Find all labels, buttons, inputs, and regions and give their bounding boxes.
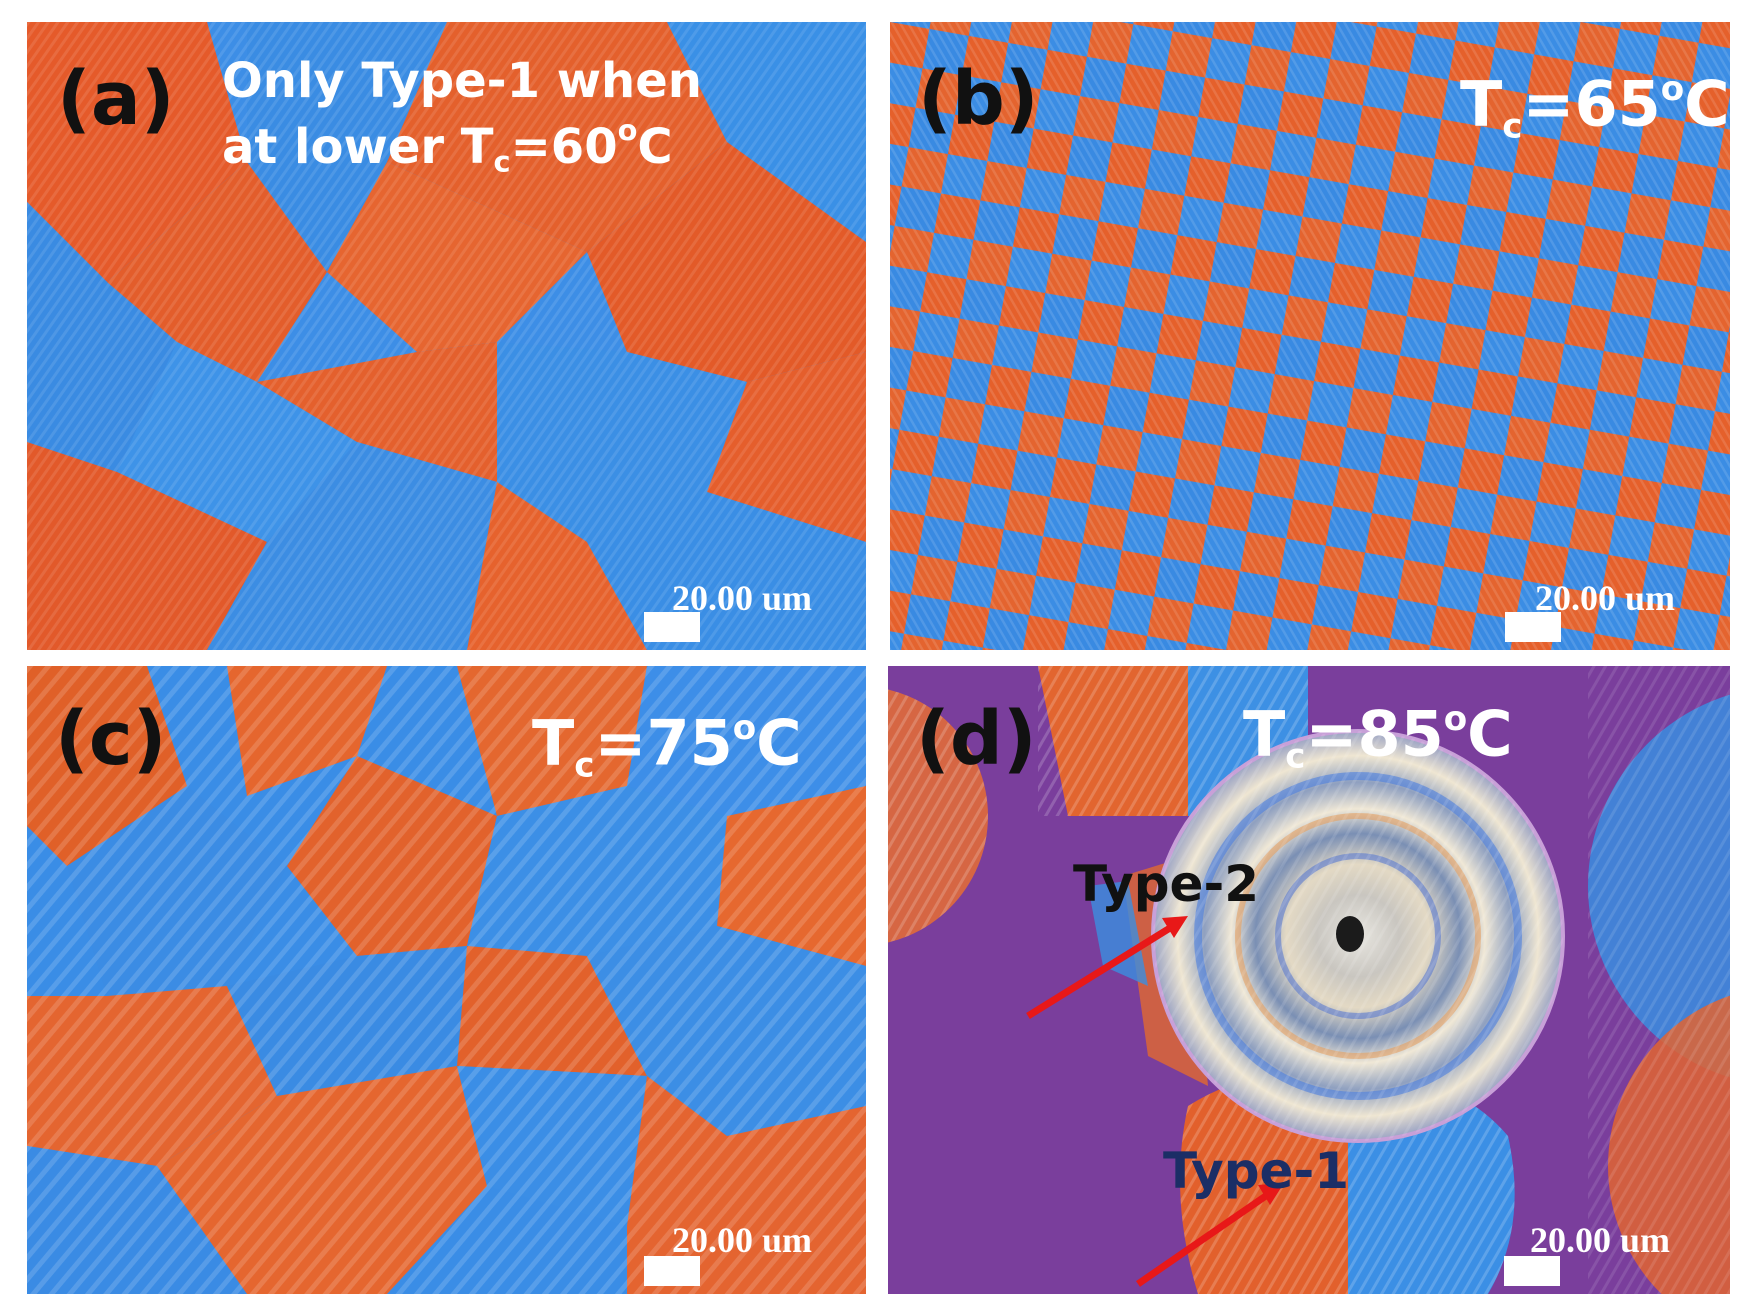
micrograph-a (27, 22, 866, 650)
micrograph-b (890, 22, 1730, 650)
temp-c-value: =75 (594, 706, 733, 780)
temp-c-sub: c (574, 745, 595, 786)
temp-c-prefix: T (532, 706, 575, 780)
temp-b-prefix: T (1460, 67, 1503, 141)
scale-bar-a (644, 612, 700, 642)
panel-c: (c) Tc=75oC 20.00 um (27, 666, 866, 1294)
temp-d: Tc=85oC (1243, 702, 1513, 774)
caption-a-line1: Only Type-1 when (222, 53, 702, 109)
caption-a-sub: c (493, 145, 511, 180)
panel-label-b: (b) (918, 56, 1039, 142)
scale-text-b: 20.00 um (1535, 578, 1676, 618)
temp-d-sup: o (1443, 699, 1468, 739)
scale-bar-b (1505, 612, 1561, 642)
panel-label-a: (a) (57, 56, 175, 142)
temp-d-prefix: T (1243, 697, 1286, 771)
caption-a-prefix: at lower T (222, 119, 494, 176)
panel-b: (b) Tc=65oC 20.00 um (890, 22, 1730, 650)
temp-d-unit: C (1467, 697, 1513, 771)
panel-a: (a) Only Type-1 when at lower Tc=60oC 20… (27, 22, 866, 650)
micrograph-d (888, 666, 1730, 1294)
scale-text-c: 20.00 um (672, 1220, 813, 1260)
caption-a: Only Type-1 when at lower Tc=60oC (222, 50, 702, 181)
temp-c-sup: o (732, 708, 757, 748)
panel-label-c: (c) (55, 696, 167, 782)
caption-a-unit: C (637, 119, 673, 176)
temp-d-sub: c (1285, 736, 1306, 777)
temp-b: Tc=65oC (1460, 72, 1730, 144)
panel-d: (d) Tc=85oC Type-2 Type-1 20.00 um (888, 666, 1730, 1294)
type2-label: Type-2 (1073, 855, 1260, 913)
caption-a-value: =60 (510, 119, 618, 176)
micrograph-c (27, 666, 866, 1294)
temp-c-unit: C (756, 706, 802, 780)
caption-a-line2: at lower Tc=60oC (222, 112, 702, 181)
scale-text-d: 20.00 um (1530, 1220, 1671, 1260)
type1-label: Type-1 (1163, 1142, 1350, 1200)
temp-b-value: =65 (1522, 67, 1661, 141)
temp-c: Tc=75oC (532, 711, 802, 783)
temp-d-value: =85 (1305, 697, 1444, 771)
caption-a-sup: o (617, 113, 638, 148)
panel-label-d: (d) (916, 696, 1037, 782)
scale-text-a: 20.00 um (672, 578, 813, 618)
temp-b-sup: o (1660, 69, 1685, 109)
temp-b-sub: c (1502, 106, 1523, 147)
scale-bar-d (1504, 1256, 1560, 1286)
temp-b-unit: C (1684, 67, 1730, 141)
scale-bar-c (644, 1256, 700, 1286)
